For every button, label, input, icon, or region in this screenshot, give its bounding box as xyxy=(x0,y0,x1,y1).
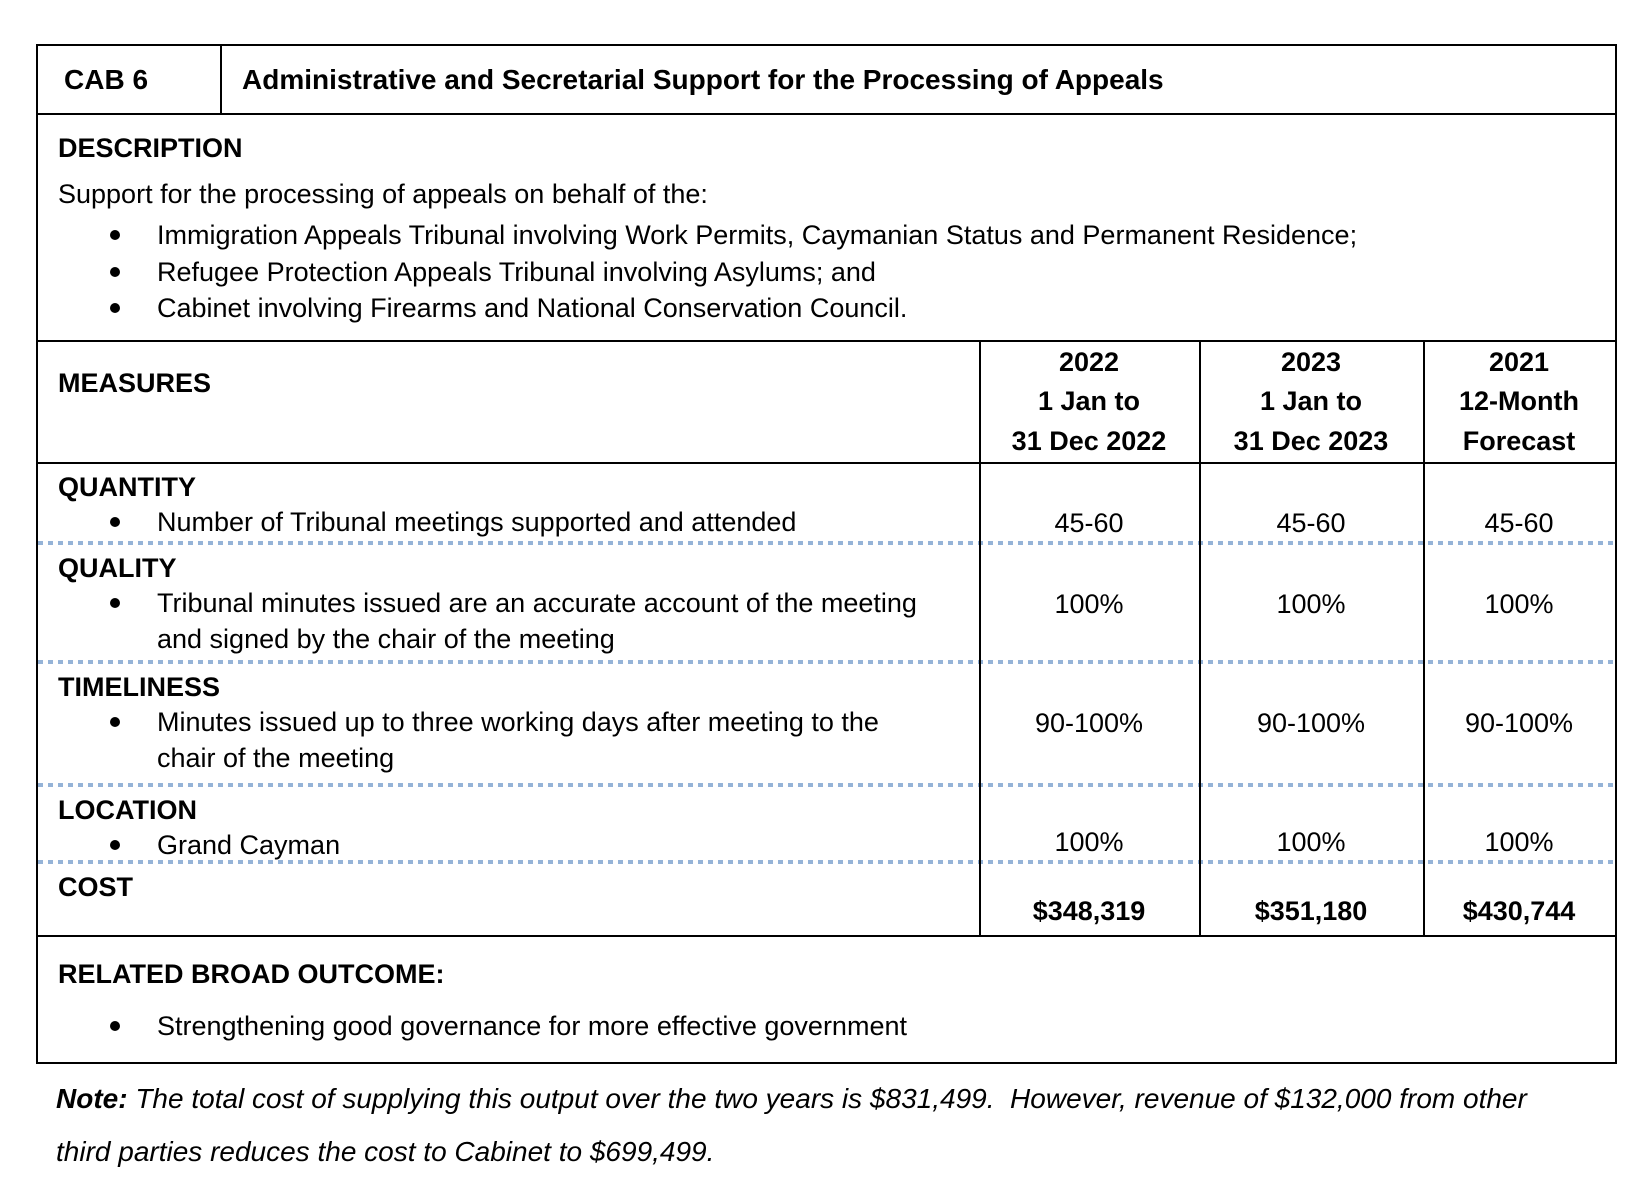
column-divider xyxy=(1423,342,1425,935)
note-text: The total cost of supplying this output … xyxy=(56,1083,1527,1168)
quantity-label-cell: QUANTITY Number of Tribunal meetings sup… xyxy=(38,464,979,541)
outcome-bullet-list: Strengthening good governance for more e… xyxy=(58,1008,1595,1044)
output-table: CAB 6 Administrative and Secretarial Sup… xyxy=(36,44,1617,1064)
category-heading: LOCATION xyxy=(58,795,197,825)
bullet-icon xyxy=(110,230,120,241)
description-heading: DESCRIPTION xyxy=(58,133,243,163)
value-cell: 100% xyxy=(1484,589,1554,619)
period-range: 12-Month xyxy=(1459,386,1579,417)
category-heading: QUALITY xyxy=(58,553,177,583)
period-year: 2022 xyxy=(1058,347,1120,378)
measures-table: MEASURES 2022 1 Jan to 31 Dec 2022 2023 … xyxy=(38,342,1615,935)
bullet-item: Refugee Protection Appeals Tribunal invo… xyxy=(58,254,1595,290)
period-column-header-2023: 2023 1 Jan to 31 Dec 2023 xyxy=(1199,342,1423,462)
section-quality: QUALITY Tribunal minutes issued are an a… xyxy=(38,545,1615,660)
header-row: CAB 6 Administrative and Secretarial Sup… xyxy=(38,46,1615,115)
cost-value-cell: $348,319 xyxy=(1032,896,1146,926)
value-cell: 90-100% xyxy=(1464,708,1574,738)
bullet-item-text: Cabinet involving Firearms and National … xyxy=(157,293,908,324)
measure-text: Number of Tribunal meetings supported an… xyxy=(157,507,797,537)
bullet-icon xyxy=(110,517,120,527)
value-cell: 100% xyxy=(1276,827,1346,857)
category-heading: TIMELINESS xyxy=(58,672,221,702)
section-cost: COST $348,319 $351,180 $430,744 xyxy=(38,864,1615,935)
value-cell: 100% xyxy=(1276,589,1346,619)
bullet-item: Strengthening good governance for more e… xyxy=(58,1008,1595,1044)
period-range: 1 Jan to xyxy=(1037,386,1141,417)
bullet-item: Cabinet involving Firearms and National … xyxy=(58,290,1595,326)
measure-bullet: Grand Cayman xyxy=(58,827,979,863)
measure-text: Tribunal minutes issued are an accurate … xyxy=(157,588,917,655)
period-column-header-2022: 2022 1 Jan to 31 Dec 2022 xyxy=(979,342,1199,462)
section-location: LOCATION Grand Cayman 100% 100% 100% xyxy=(38,787,1615,860)
dotted-separator xyxy=(38,541,1615,545)
quality-label-cell: QUALITY Tribunal minutes issued are an a… xyxy=(38,545,979,660)
bullet-item-text: Immigration Appeals Tribunal involving W… xyxy=(157,220,1358,251)
outcome-heading: RELATED BROAD OUTCOME: xyxy=(58,959,445,989)
description-section: DESCRIPTION Support for the processing o… xyxy=(38,115,1615,342)
measures-heading: MEASURES xyxy=(58,368,212,398)
column-divider xyxy=(1199,342,1201,935)
bullet-icon xyxy=(110,1021,120,1031)
bullet-icon xyxy=(110,717,120,727)
period-range: 1 Jan to xyxy=(1259,386,1363,417)
value-cell: 45-60 xyxy=(1054,508,1124,538)
measure-bullet: Number of Tribunal meetings supported an… xyxy=(58,504,979,540)
period-range: Forecast xyxy=(1462,425,1576,456)
value-cell: 90-100% xyxy=(1256,708,1366,738)
note-label: Note: xyxy=(56,1083,128,1114)
period-range: 31 Dec 2022 xyxy=(1011,425,1167,456)
dotted-separator xyxy=(38,660,1615,664)
output-title: Administrative and Secretarial Support f… xyxy=(242,63,1164,95)
bullet-icon xyxy=(110,840,120,850)
cost-value-cell: $351,180 xyxy=(1254,896,1368,926)
description-intro: Support for the processing of appeals on… xyxy=(58,179,708,209)
category-heading: COST xyxy=(58,872,134,902)
period-column-header-2021-forecast: 2021 12-Month Forecast xyxy=(1423,342,1615,462)
location-label-cell: LOCATION Grand Cayman xyxy=(38,787,979,863)
measure-text: Grand Cayman xyxy=(157,830,341,860)
timeliness-label-cell: TIMELINESS Minutes issued up to three wo… xyxy=(38,664,979,783)
value-cell: 100% xyxy=(1054,827,1124,857)
section-quantity: QUANTITY Number of Tribunal meetings sup… xyxy=(38,464,1615,541)
dotted-separator xyxy=(38,860,1615,864)
value-cell: 45-60 xyxy=(1484,508,1554,538)
value-cell: 90-100% xyxy=(1034,708,1144,738)
cost-value-cell: $430,744 xyxy=(1462,896,1576,926)
category-heading: QUANTITY xyxy=(58,472,196,502)
bullet-icon xyxy=(110,303,120,314)
section-timeliness: TIMELINESS Minutes issued up to three wo… xyxy=(38,664,1615,783)
value-cell: 100% xyxy=(1484,827,1554,857)
measure-bullet: Minutes issued up to three working days … xyxy=(58,704,979,777)
dotted-separator xyxy=(38,783,1615,787)
period-range: 31 Dec 2023 xyxy=(1233,425,1389,456)
description-bullet-list: Immigration Appeals Tribunal involving W… xyxy=(58,217,1595,326)
value-cell: 45-60 xyxy=(1276,508,1346,538)
bullet-icon xyxy=(110,266,120,277)
measure-bullet: Tribunal minutes issued are an accurate … xyxy=(58,585,979,658)
value-cell: 100% xyxy=(1054,589,1124,619)
measures-header-row: MEASURES 2022 1 Jan to 31 Dec 2022 2023 … xyxy=(38,342,1615,464)
bullet-icon xyxy=(110,598,120,608)
outcome-section: RELATED BROAD OUTCOME: Strengthening goo… xyxy=(38,935,1615,1062)
bullet-item: Immigration Appeals Tribunal involving W… xyxy=(58,217,1595,253)
period-year: 2023 xyxy=(1280,347,1342,378)
bullet-item-text: Refugee Protection Appeals Tribunal invo… xyxy=(157,256,876,287)
cost-label-cell: COST xyxy=(38,864,979,935)
note: Note: The total cost of supplying this o… xyxy=(56,1072,1566,1178)
period-year: 2021 xyxy=(1488,347,1550,378)
measure-text: Minutes issued up to three working days … xyxy=(157,707,879,774)
output-code: CAB 6 xyxy=(38,46,222,113)
bullet-item-text: Strengthening good governance for more e… xyxy=(157,1011,907,1041)
column-divider xyxy=(979,342,981,935)
